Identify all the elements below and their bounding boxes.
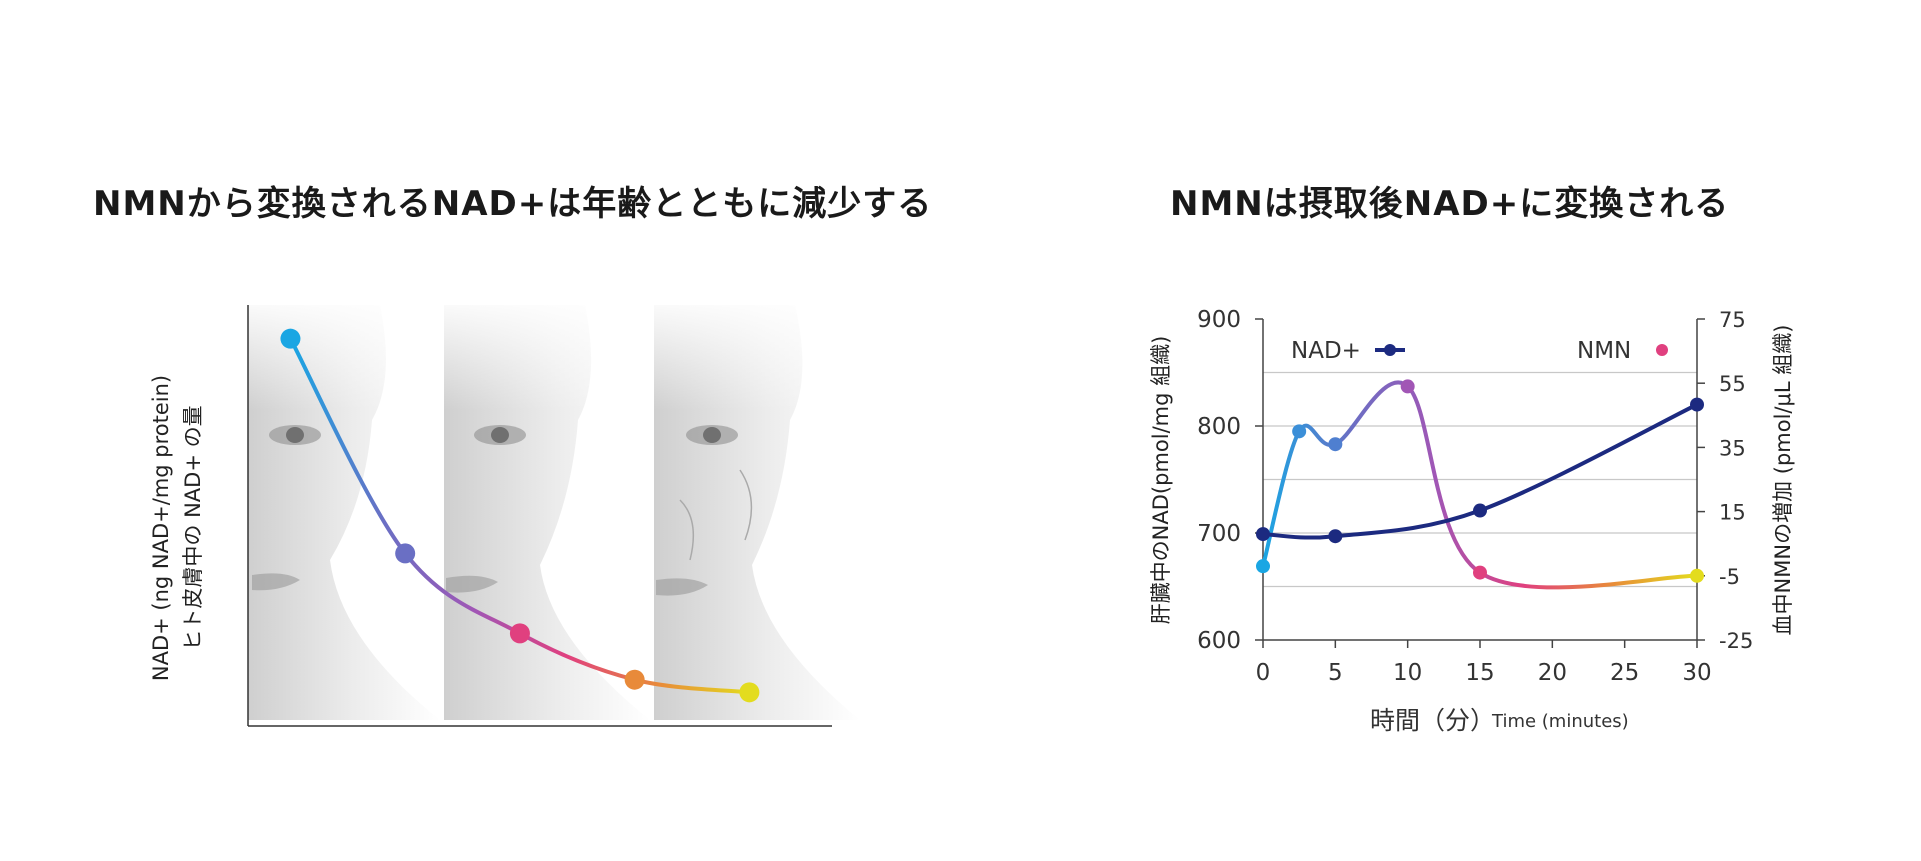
nmn-point-5 bbox=[1690, 568, 1704, 583]
y-left-tick-label: 600 bbox=[1197, 628, 1241, 654]
x-tick-label: 15 bbox=[1465, 660, 1494, 686]
y-right-tick-label: 75 bbox=[1719, 308, 1746, 332]
nmn-series-line bbox=[1261, 380, 1698, 590]
legend-nad-marker bbox=[1384, 344, 1396, 356]
x-tick-label: 10 bbox=[1393, 660, 1422, 686]
y-left-tick-label: 700 bbox=[1197, 521, 1241, 547]
y-right-tick-label: 35 bbox=[1719, 436, 1746, 460]
x-tick-label: 25 bbox=[1610, 660, 1639, 686]
left-chart-title: NMNから変換されるNAD+は年齢とともに減少する bbox=[93, 184, 933, 224]
right-chart-title: NMNは摂取後NAD+に変換される bbox=[1170, 184, 1730, 224]
y-right-tick-label: 15 bbox=[1719, 501, 1746, 525]
left-point-1 bbox=[395, 543, 416, 564]
left-point-0 bbox=[280, 328, 301, 349]
nad-point-2 bbox=[1473, 503, 1487, 518]
nad-point-0 bbox=[1256, 527, 1270, 542]
right-legend: NAD+ NMN bbox=[1291, 338, 1678, 364]
legend-nmn-label: NMN bbox=[1577, 338, 1631, 364]
left-ylabel-line2: ヒト皮膚中の NAD+ の量 bbox=[181, 405, 205, 650]
left-point-3 bbox=[624, 669, 645, 690]
x-tick-label: 20 bbox=[1538, 660, 1567, 686]
legend-nad-label: NAD+ bbox=[1291, 338, 1361, 364]
right-xlabel-jp: 時間（分） bbox=[1370, 706, 1495, 735]
x-tick-label: 30 bbox=[1682, 660, 1711, 686]
y-right-tick-label: -5 bbox=[1719, 565, 1740, 589]
nmn-point-2 bbox=[1328, 437, 1343, 452]
y-left-tick-label: 900 bbox=[1197, 307, 1241, 333]
left-point-4 bbox=[739, 682, 760, 703]
right-ylabel-right: 血中NMNの増加 (pmol/μL 組織) bbox=[1771, 325, 1795, 636]
x-tick-label: 5 bbox=[1328, 660, 1343, 686]
y-left-tick-label: 800 bbox=[1197, 414, 1241, 440]
left-point-2 bbox=[509, 623, 530, 644]
x-tick-label: 0 bbox=[1256, 660, 1271, 686]
nmn-point-3 bbox=[1400, 379, 1415, 394]
right-gridlines bbox=[1263, 371, 1697, 588]
nmn-point-1 bbox=[1292, 424, 1307, 439]
right-xlabel-en: Time (minutes) bbox=[1491, 711, 1629, 732]
right-ylabel-left: 肝臓中のNAD(pmol/mg 組織) bbox=[1149, 336, 1173, 625]
nad-point-1 bbox=[1328, 529, 1343, 544]
nad-point-3 bbox=[1690, 397, 1704, 412]
nmn-point-4 bbox=[1473, 565, 1487, 580]
y-right-tick-label: -25 bbox=[1719, 629, 1753, 653]
nmn-point-0 bbox=[1256, 559, 1270, 574]
left-ylabel-line1: NAD+ (ng NAD+/mg protein) bbox=[149, 375, 173, 681]
y-right-tick-label: 55 bbox=[1719, 372, 1746, 396]
face-panels bbox=[248, 305, 868, 725]
left-decline-curve bbox=[288, 337, 750, 695]
nad-series-line bbox=[1262, 402, 1698, 540]
left-data-points bbox=[280, 328, 760, 703]
right-tick-labels: 600 700 800 900 -25 -5 15 35 55 75 0 5 10 15 20 25 30 bbox=[1197, 307, 1753, 686]
right-data-points bbox=[1256, 379, 1704, 583]
legend-nmn-marker bbox=[1656, 344, 1668, 356]
